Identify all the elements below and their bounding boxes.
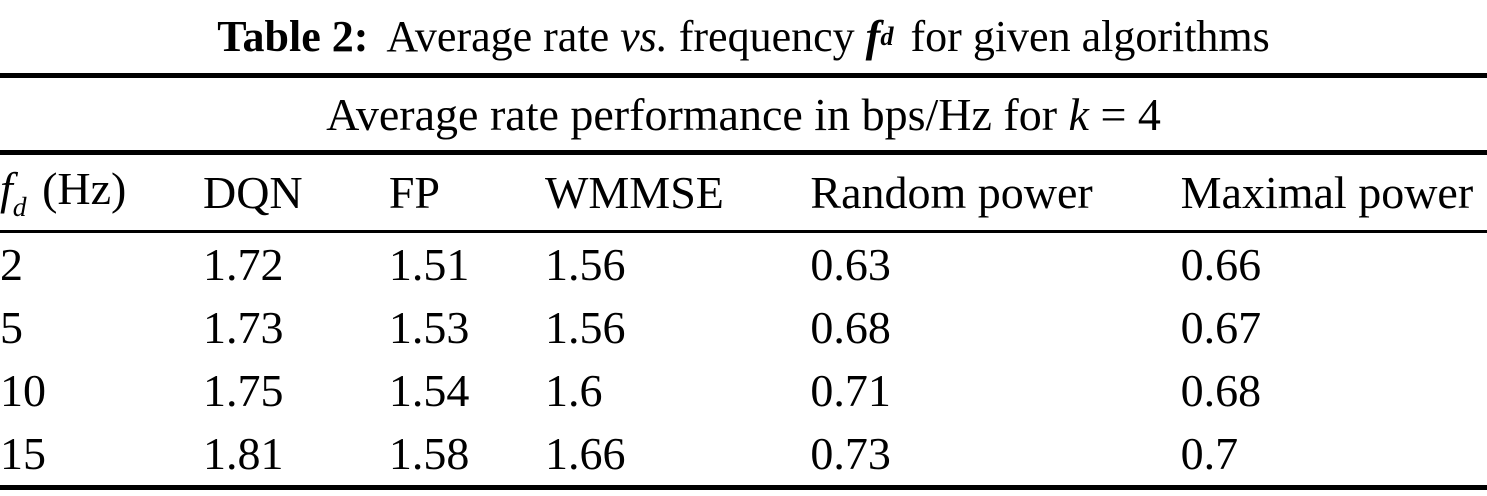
cell-wmmse: 1.56 [544,302,626,353]
table-row: 10 1.75 1.54 1.6 0.71 0.68 [0,359,1487,422]
cell-wmmse: 1.6 [544,365,603,416]
cell-random-power: 0.63 [810,239,891,290]
fd-subscript: d [880,21,894,51]
cell-maximal-power: 0.7 [1180,428,1239,479]
column-header-wmmse: WMMSE [544,167,724,218]
cell-fd: 5 [0,302,23,353]
table-caption-label: Table 2: [217,12,369,61]
cell-maximal-power: 0.68 [1180,365,1262,416]
cell-fp: 1.51 [388,239,470,290]
cell-fd: 10 [0,365,46,416]
fd-header-unit: (Hz) [42,162,127,214]
bottom-rule [0,485,1487,490]
cell-dqn: 1.73 [202,302,284,353]
cell-random-power: 0.73 [810,428,891,479]
table-caption-text-3: for given algorithms [899,12,1270,61]
cell-dqn: 1.81 [202,428,284,479]
cell-fp: 1.54 [388,365,470,416]
fd-symbol: f [865,12,881,61]
table-caption-text-2: frequency [667,12,866,61]
cell-fp: 1.58 [388,428,470,479]
cell-random-power: 0.68 [810,302,891,353]
fd-header-subscript: d [12,191,27,223]
column-header-random-power: Random power [810,167,1093,218]
table-caption-text-1: Average rate [386,12,621,61]
table-caption: Table 2: Average rate vs. frequency f d … [0,0,1487,73]
cell-wmmse: 1.66 [544,428,626,479]
k-symbol: k [1068,88,1089,140]
cell-random-power: 0.71 [810,365,891,416]
column-header-maximal-power: Maximal power [1180,167,1474,218]
table-subtitle: Average rate performance in bps/Hz for k… [0,78,1487,150]
table-header-row: fd (Hz) DQN FP WMMSE Random power Maxima… [0,155,1487,230]
cell-fd: 15 [0,428,46,479]
table-row: 15 1.81 1.58 1.66 0.73 0.7 [0,422,1487,485]
table-row: 2 1.72 1.51 1.56 0.63 0.66 [0,233,1487,296]
cell-maximal-power: 0.66 [1180,239,1262,290]
table-caption-vs: vs. [620,12,668,61]
table-subtitle-text-1: Average rate performance in bps/Hz for [326,88,1069,140]
column-header-fd: fd (Hz) [0,162,203,223]
cell-fd: 2 [0,239,23,290]
top-rule [0,73,1487,78]
table-row: 5 1.73 1.53 1.56 0.68 0.67 [0,296,1487,359]
cell-dqn: 1.72 [202,239,284,290]
header-rule [0,230,1487,233]
column-header-fp: FP [388,167,441,218]
fd-header-symbol: f [0,162,13,214]
table-subtitle-text-2: = 4 [1088,88,1161,140]
subtitle-rule [0,150,1487,155]
cell-wmmse: 1.56 [544,239,626,290]
column-header-dqn: DQN [202,167,303,218]
cell-maximal-power: 0.67 [1180,302,1262,353]
cell-dqn: 1.75 [202,365,284,416]
cell-fp: 1.53 [388,302,470,353]
